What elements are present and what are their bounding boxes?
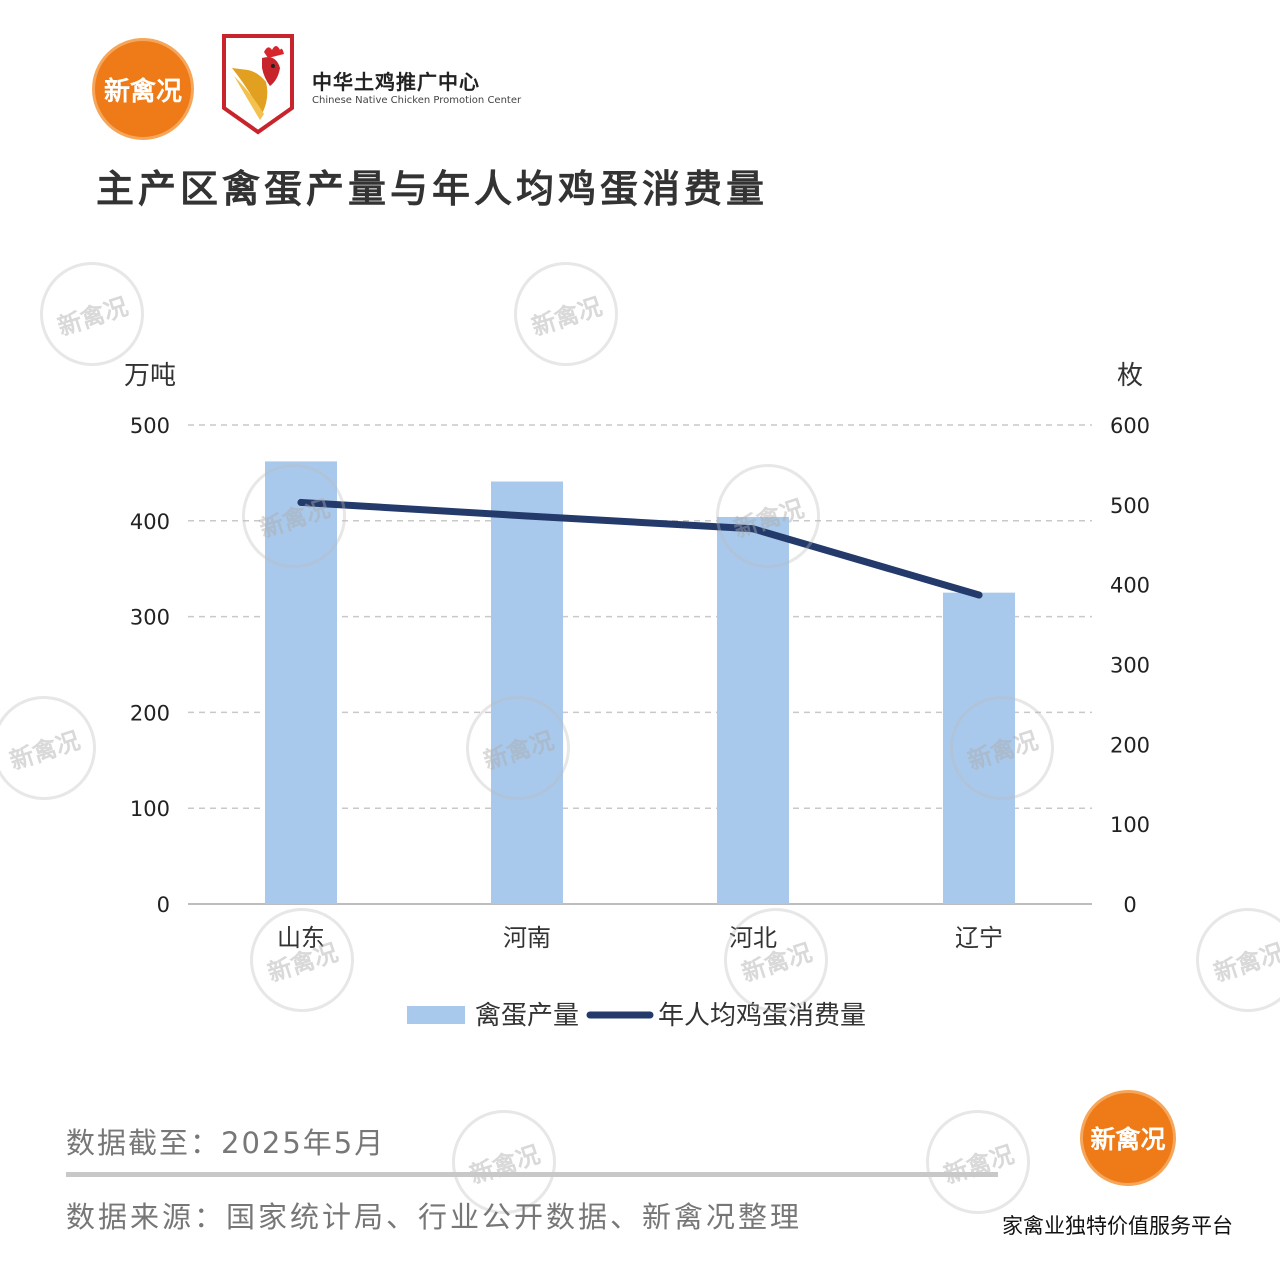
bar (265, 461, 337, 904)
brand-logo: 新禽况 (1080, 1090, 1176, 1186)
brand-logo: 新禽况 (92, 38, 194, 140)
data-source-note: 数据来源：国家统计局、行业公开数据、新禽况整理 (66, 1200, 803, 1234)
y-left-tick-label: 0 (157, 893, 170, 917)
legend-swatch-bar (407, 1006, 465, 1024)
legend-label: 年人均鸡蛋消费量 (658, 1001, 866, 1031)
bar (717, 516, 789, 904)
bar (943, 592, 1015, 904)
line-point (297, 498, 305, 506)
legend-label: 禽蛋产量 (475, 1001, 579, 1031)
x-tick-label: 辽宁 (955, 924, 1003, 952)
line-point (975, 591, 983, 599)
y-right-tick-label: 100 (1110, 813, 1150, 837)
chart-title: 主产区禽蛋产量与年人均鸡蛋消费量 (96, 167, 769, 211)
line-series (297, 498, 983, 599)
data-date-note: 数据截至：2025年5月 (66, 1126, 386, 1160)
partner-name: 中华土鸡推广中心 (312, 70, 480, 94)
y-left-tick-label: 100 (130, 797, 170, 821)
y-right-tick-label: 0 (1123, 893, 1136, 917)
y-left-tick-label: 300 (130, 606, 170, 630)
y-right-tick-label: 500 (1110, 494, 1150, 518)
footer-divider (66, 1172, 998, 1177)
y-left-axis-label: 万吨 (124, 361, 176, 391)
platform-slogan: 家禽业独特价值服务平台 (1002, 1214, 1233, 1238)
x-tick-label: 山东 (277, 924, 325, 952)
x-tick-label: 河南 (503, 924, 551, 952)
y-left-tick-label: 200 (130, 701, 170, 725)
line-point (749, 525, 757, 533)
rooster-emblem-icon (222, 34, 294, 135)
y-right-tick-label: 200 (1110, 733, 1150, 757)
y-left-tick-label: 400 (130, 510, 170, 534)
y-right-tick-label: 300 (1110, 654, 1150, 678)
x-tick-label: 河北 (729, 924, 777, 952)
partner-name-english: Chinese Native Chicken Promotion Center (312, 95, 522, 106)
line-point (523, 512, 531, 520)
y-right-axis-label: 枚 (1117, 361, 1143, 391)
bar (491, 481, 563, 904)
y-left-tick-label: 500 (130, 414, 170, 438)
y-right-tick-label: 400 (1110, 574, 1150, 598)
y-right-tick-label: 600 (1110, 414, 1150, 438)
